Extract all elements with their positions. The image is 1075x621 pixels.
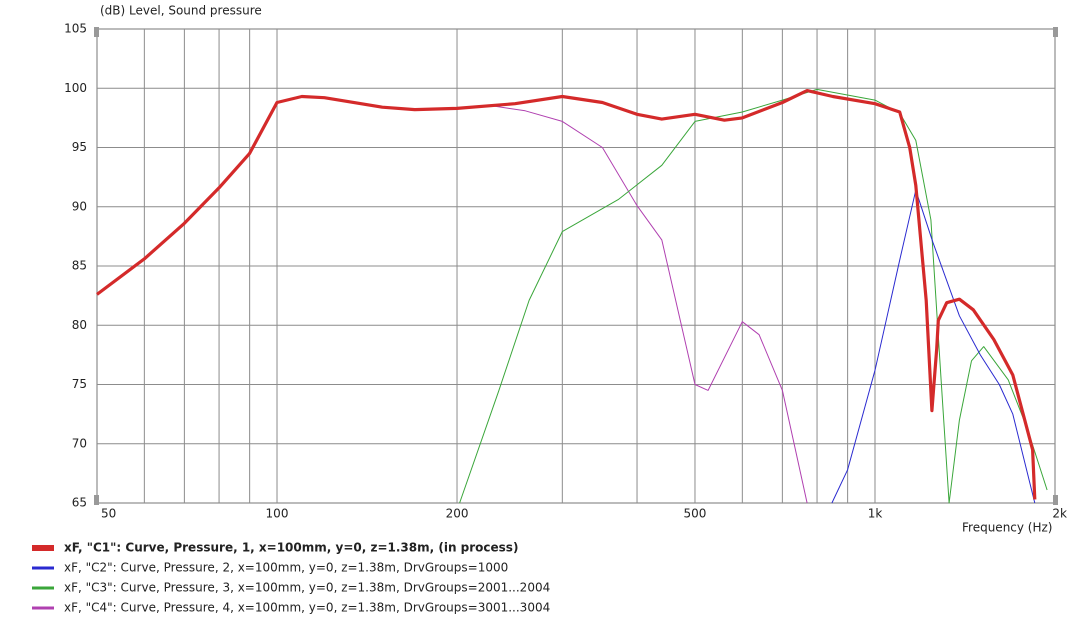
y-axis-label: (dB) Level, Sound pressure xyxy=(100,4,262,18)
series-line xyxy=(96,89,1037,500)
y-tick-label: 85 xyxy=(72,259,87,273)
x-tick-label: 1k xyxy=(868,507,883,521)
series-line xyxy=(831,189,1036,504)
legend-label: xF, "C1": Curve, Pressure, 1, x=100mm, y… xyxy=(64,541,518,555)
handle xyxy=(1053,27,1058,37)
y-tick-label: 70 xyxy=(72,436,87,450)
x-tick-label: 100 xyxy=(266,507,289,521)
y-tick-label: 95 xyxy=(72,140,87,154)
x-tick-label: 500 xyxy=(684,507,707,521)
x-axis-label: Frequency (Hz) xyxy=(962,521,1053,535)
y-tick-label: 90 xyxy=(72,199,87,213)
handle xyxy=(94,495,99,505)
legend-label: xF, "C2": Curve, Pressure, 2, x=100mm, y… xyxy=(64,561,508,575)
y-tick-label: 65 xyxy=(72,496,87,510)
y-tick-label: 105 xyxy=(64,22,87,36)
x-tick-label: 50 xyxy=(101,507,116,521)
legend-label: xF, "C3": Curve, Pressure, 3, x=100mm, y… xyxy=(64,581,550,595)
y-tick-label: 80 xyxy=(72,318,87,332)
handle xyxy=(1053,495,1058,505)
series-line xyxy=(493,105,808,504)
legend-label: xF, "C4": Curve, Pressure, 4, x=100mm, y… xyxy=(64,601,550,615)
x-tick-label: 200 xyxy=(446,507,469,521)
y-tick-label: 75 xyxy=(72,377,87,391)
y-tick-label: 100 xyxy=(64,81,87,95)
handle xyxy=(94,27,99,37)
x-tick-label: 2k xyxy=(1052,507,1067,521)
